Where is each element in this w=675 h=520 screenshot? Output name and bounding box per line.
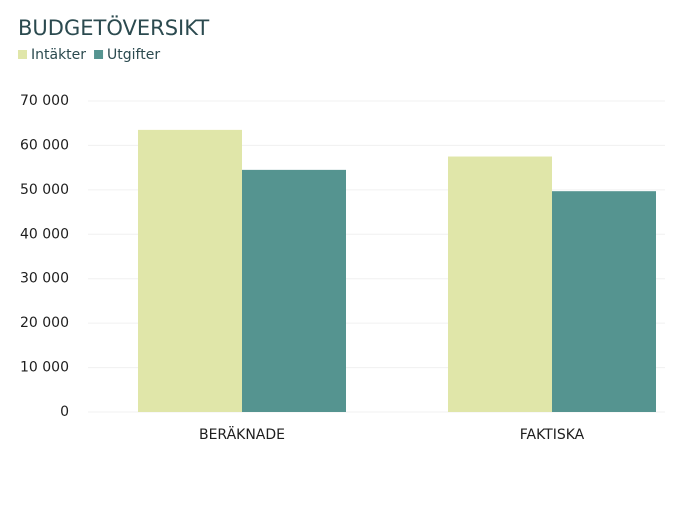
- bar: [138, 129, 242, 412]
- bar: [552, 191, 656, 412]
- legend-label: Intäkter: [31, 47, 86, 63]
- y-tick-label: 40 000: [20, 226, 69, 242]
- x-tick-label: BERÄKNADE: [199, 425, 285, 443]
- legend-swatch: [94, 50, 104, 59]
- y-tick-label: 0: [60, 404, 69, 420]
- y-tick-label: 50 000: [20, 182, 69, 198]
- bar: [448, 156, 552, 412]
- y-tick-label: 20 000: [20, 315, 69, 331]
- legend-swatch: [18, 50, 27, 59]
- chart-title: BUDGETÖVERSIKT: [18, 15, 209, 40]
- y-tick-label: 10 000: [20, 360, 69, 376]
- y-tick-label: 30 000: [20, 271, 69, 287]
- y-tick-label: 70 000: [20, 93, 69, 109]
- bar: [242, 169, 346, 412]
- x-tick-label: FAKTISKA: [520, 427, 585, 443]
- legend-label: Utgifter: [107, 47, 160, 63]
- y-tick-label: 60 000: [20, 137, 69, 153]
